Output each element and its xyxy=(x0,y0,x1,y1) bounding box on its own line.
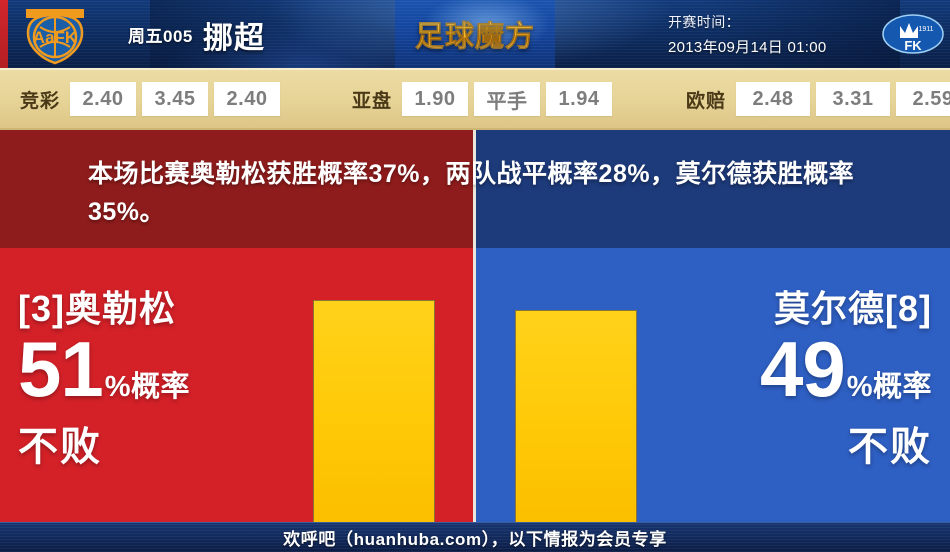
match-number: 周五005 xyxy=(128,27,193,46)
home-outcome-label: 不败 xyxy=(18,424,102,469)
odds-value-asian-home[interactable]: 1.90 xyxy=(402,82,469,116)
home-team-name: [3]奥勒松 xyxy=(18,288,176,329)
match-summary-text: 本场比赛奥勒松获胜概率37%，两队战平概率28%，莫尔德获胜概率35%。 xyxy=(88,160,855,226)
odds-value-asian-away[interactable]: 1.94 xyxy=(546,82,613,116)
odds-value-jingcai-away[interactable]: 2.40 xyxy=(214,82,281,116)
probability-comparison-area: 本场比赛奥勒松获胜概率37%，两队战平概率28%，莫尔德获胜概率35%。 [3]… xyxy=(0,130,950,522)
away-team-name: 莫尔德[8] xyxy=(774,288,932,329)
header-diagonal-shade-left xyxy=(150,0,410,68)
odds-label-european: 欧赔 xyxy=(686,90,727,112)
footer-promo-text: 欢呼吧（huanhuba.com），以下情报为会员专享 xyxy=(283,530,667,549)
svg-text:FK: FK xyxy=(904,38,922,53)
league-name: 挪超 xyxy=(203,22,265,55)
panel-divider xyxy=(473,130,476,522)
odds-value-jingcai-home[interactable]: 2.40 xyxy=(70,82,137,116)
brand-logo-text: 足球魔方 xyxy=(415,13,535,55)
home-probability-bar xyxy=(313,300,435,522)
kickoff-time: 2013年09月14日 01:00 xyxy=(668,39,827,56)
kickoff-label: 开赛时间： xyxy=(668,14,740,30)
away-percent-row: 49 %概率 xyxy=(759,324,932,413)
svg-text:AaFK: AaFK xyxy=(33,28,78,47)
odds-value-european-draw[interactable]: 3.31 xyxy=(816,82,891,116)
header-red-accent-strip xyxy=(0,0,8,68)
home-percent-value: 51 xyxy=(18,324,104,413)
odds-value-european-away[interactable]: 2.59 xyxy=(896,82,950,116)
away-percent-value: 49 xyxy=(759,324,846,413)
away-percent-label: %概率 xyxy=(846,370,932,403)
odds-label-asian-handicap: 亚盘 xyxy=(352,90,393,112)
odds-group-jingcai: 竞彩 2.40 3.45 2.40 xyxy=(20,82,281,116)
header-bar: AaFK 周五005 挪超 足球魔方 开赛时间： 2013年09月14日 01:… xyxy=(0,0,950,68)
away-team-stats: 莫尔德[8] 49 %概率 不败 xyxy=(760,290,932,472)
footer-bar: 欢呼吧（huanhuba.com），以下情报为会员专享 xyxy=(0,522,950,552)
away-probability-bar xyxy=(515,310,637,522)
home-percent-label: %概率 xyxy=(104,370,191,403)
away-outcome-label: 不败 xyxy=(848,424,932,469)
odds-label-jingcai: 竞彩 xyxy=(20,90,61,112)
brand-logo-panel[interactable]: 足球魔方 xyxy=(395,0,555,68)
svg-text:1911: 1911 xyxy=(918,26,933,33)
aalesunds-fk-crest-icon: AaFK xyxy=(16,3,94,65)
molde-fk-crest-icon: 1911 FK xyxy=(882,8,944,60)
odds-value-european-home[interactable]: 2.48 xyxy=(736,82,811,116)
home-team-stats: [3]奥勒松 51 %概率 不败 xyxy=(18,290,190,472)
home-percent-row: 51 %概率 xyxy=(18,324,191,413)
odds-value-asian-handicap-line[interactable]: 平手 xyxy=(474,82,541,116)
header-diagonal-shade-right xyxy=(600,0,900,68)
odds-group-european: 欧赔 2.48 3.31 2.59 xyxy=(686,82,950,116)
odds-group-asian-handicap: 亚盘 1.90 平手 1.94 xyxy=(352,82,613,116)
odds-bar: 竞彩 2.40 3.45 2.40 亚盘 1.90 平手 1.94 欧赔 2.4… xyxy=(0,68,950,130)
odds-value-jingcai-draw[interactable]: 3.45 xyxy=(142,82,209,116)
